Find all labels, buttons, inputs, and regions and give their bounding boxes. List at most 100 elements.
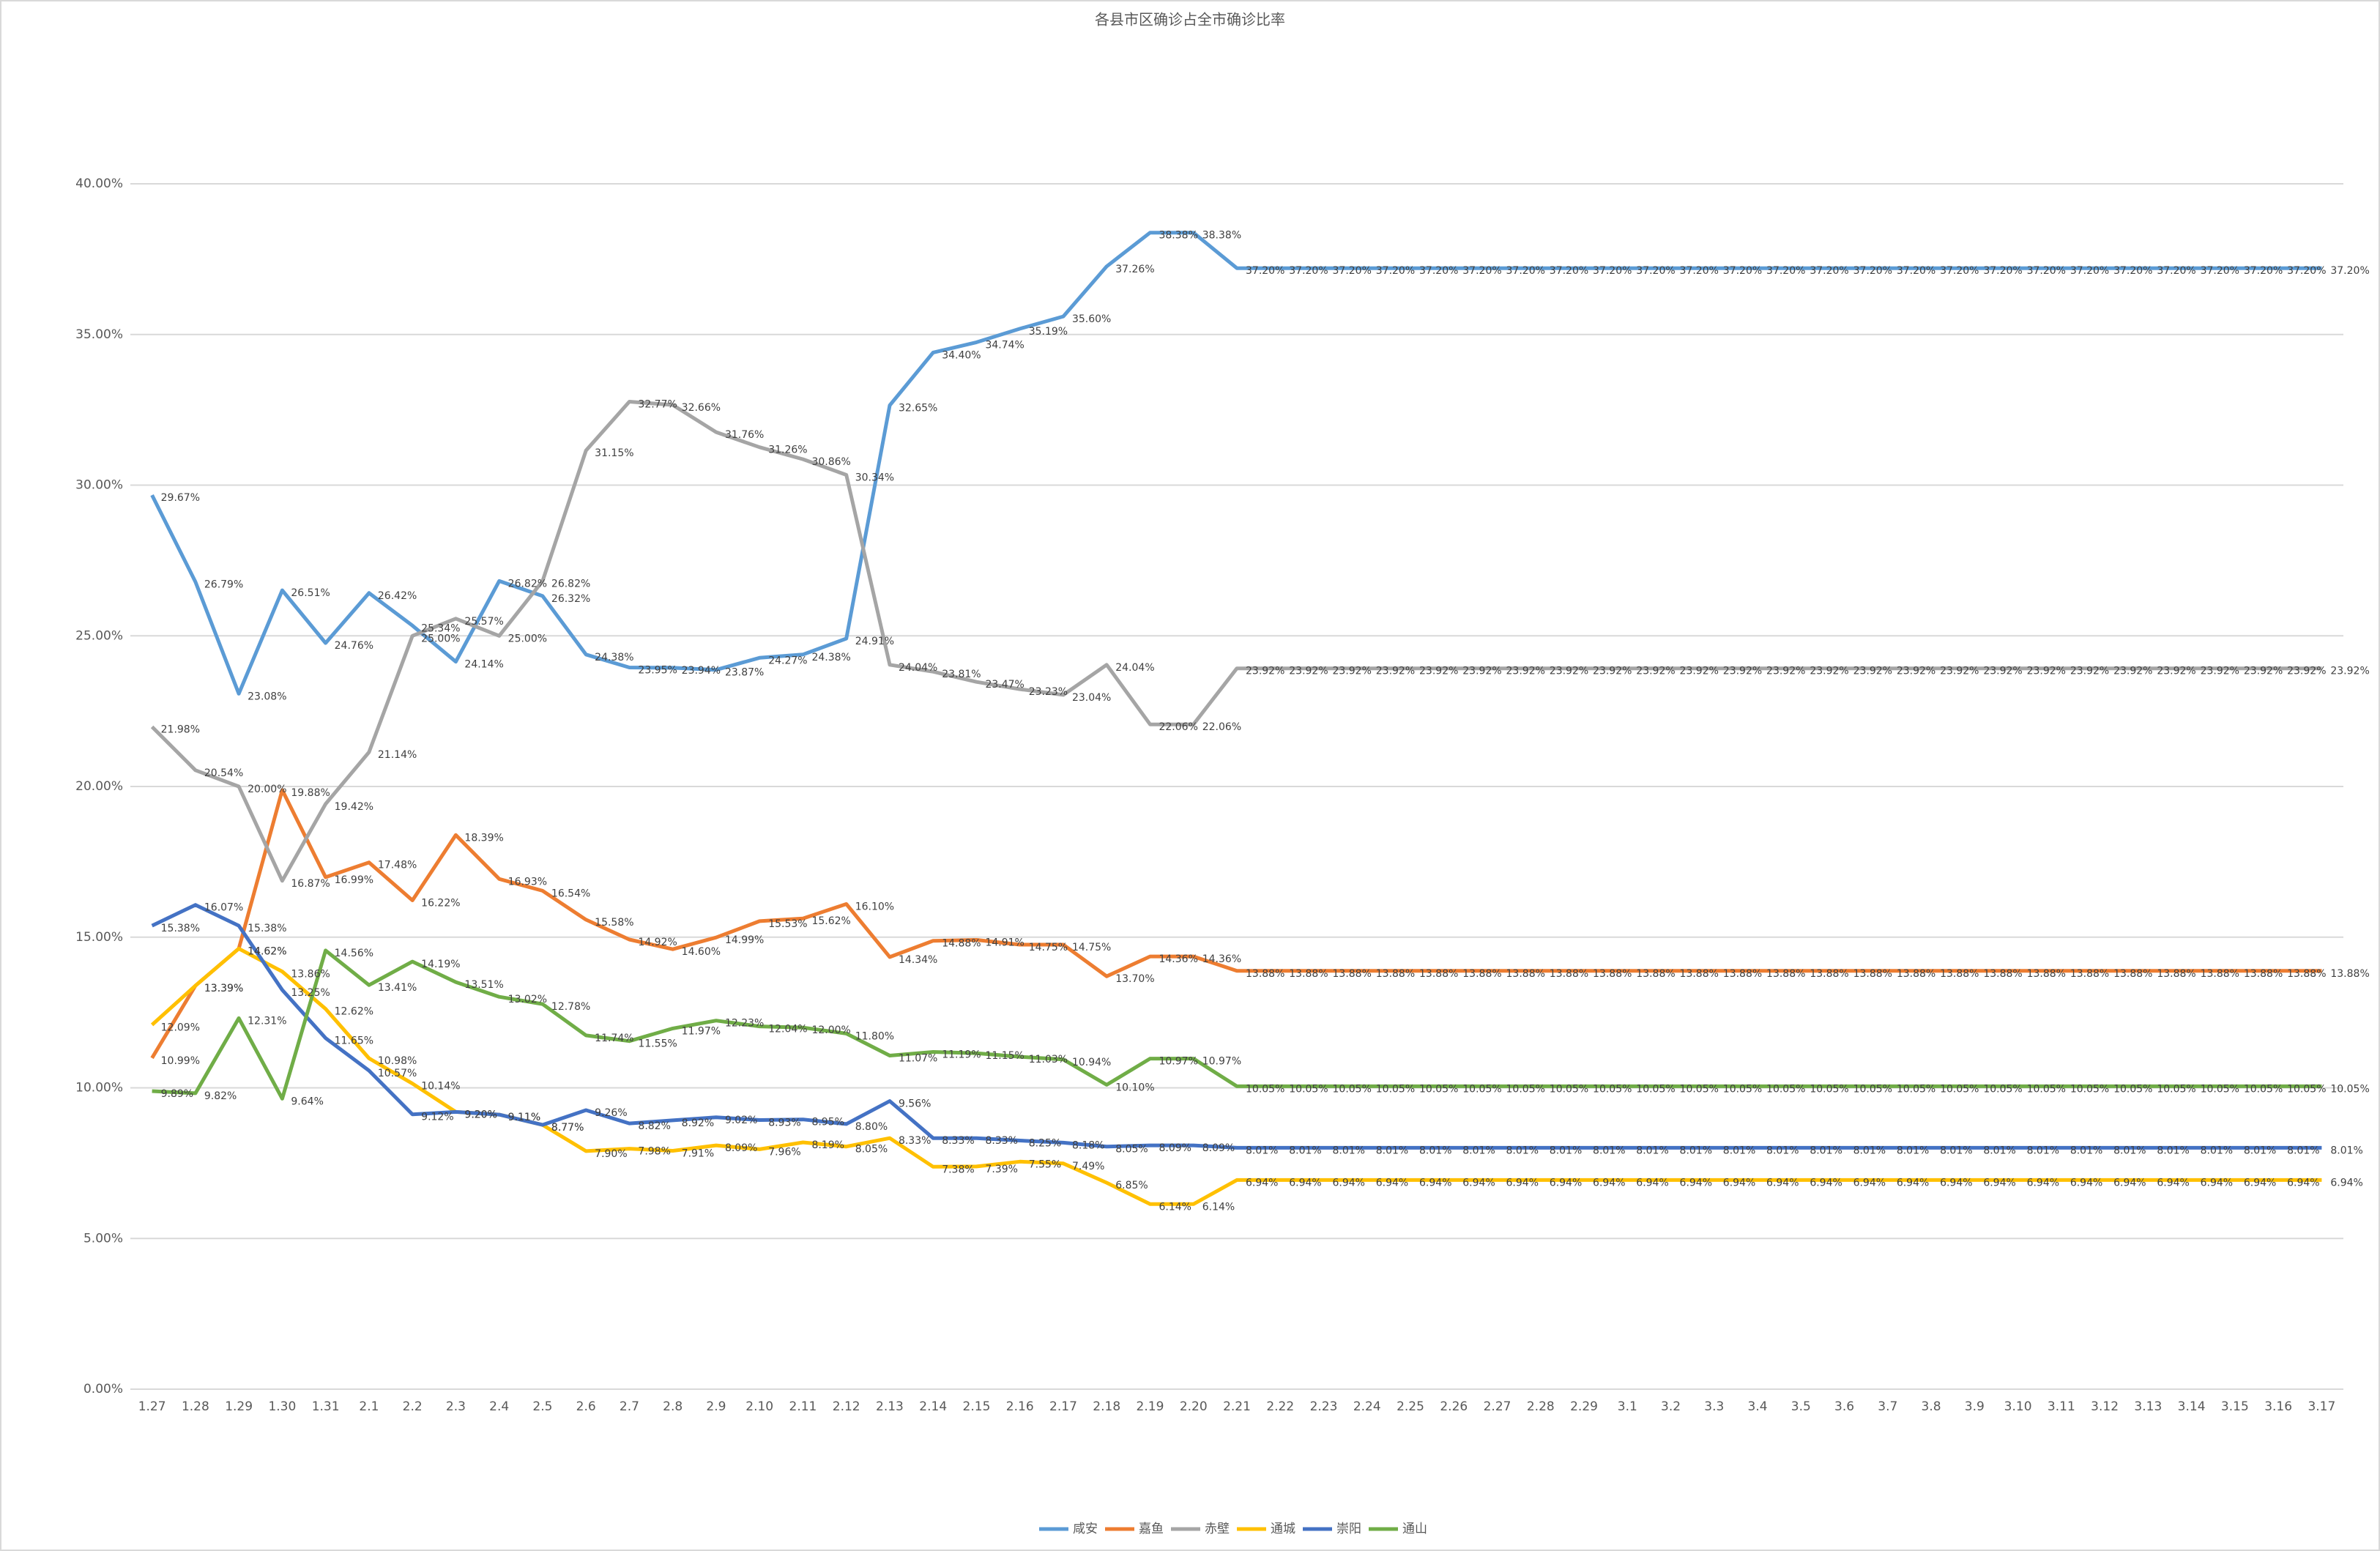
data-label: 23.92% — [1246, 666, 1284, 677]
data-label: 8.01% — [2027, 1145, 2059, 1156]
x-tick-label: 3.13 — [2134, 1399, 2162, 1414]
data-label: 10.14% — [421, 1081, 460, 1093]
data-label: 6.94% — [2113, 1177, 2146, 1189]
x-tick-label: 3.8 — [1922, 1399, 1941, 1414]
data-label: 9.20% — [464, 1109, 497, 1120]
data-label: 24.04% — [1115, 662, 1154, 674]
data-label: 8.01% — [1810, 1145, 1842, 1156]
x-tick-label: 2.22 — [1266, 1399, 1294, 1414]
data-label: 14.36% — [1159, 953, 1197, 965]
x-tick-label: 3.11 — [2048, 1399, 2075, 1414]
x-tick-label: 2.29 — [1570, 1399, 1598, 1414]
x-tick-label: 2.14 — [919, 1399, 947, 1414]
data-label: 37.20% — [1983, 265, 2022, 277]
data-label: 8.01% — [1680, 1145, 1712, 1156]
x-tick-label: 1.27 — [138, 1399, 166, 1414]
data-label: 6.94% — [1940, 1177, 1972, 1189]
data-label: 12.78% — [551, 1001, 590, 1013]
data-label: 34.74% — [985, 339, 1024, 351]
data-label: 6.94% — [2330, 1177, 2362, 1189]
data-label: 8.01% — [2157, 1145, 2189, 1156]
data-label: 23.92% — [1680, 666, 1719, 677]
x-tick-label: 3.7 — [1878, 1399, 1897, 1414]
data-label: 22.06% — [1159, 721, 1197, 733]
data-label: 13.88% — [1246, 968, 1284, 980]
data-label: 10.05% — [1636, 1083, 1675, 1095]
data-label: 37.20% — [1289, 265, 1328, 277]
x-tick-label: 2.24 — [1353, 1399, 1381, 1414]
data-label: 10.05% — [1593, 1083, 1632, 1095]
data-label: 6.94% — [1593, 1177, 1625, 1189]
data-label: 31.15% — [595, 447, 633, 459]
data-label: 13.88% — [2157, 968, 2195, 980]
data-label: 13.88% — [1853, 968, 1892, 980]
data-label: 8.33% — [899, 1135, 931, 1147]
data-label: 22.06% — [1202, 721, 1241, 733]
data-label: 14.75% — [1029, 942, 1068, 953]
data-label: 13.88% — [2113, 968, 2152, 980]
data-label: 8.05% — [1115, 1144, 1148, 1156]
data-label: 8.25% — [1029, 1138, 1061, 1150]
data-label: 11.07% — [899, 1052, 937, 1064]
data-label: 19.42% — [335, 801, 373, 813]
data-label: 26.42% — [378, 590, 417, 602]
y-tick-label: 20.00% — [75, 779, 123, 794]
series-line — [152, 948, 2322, 1101]
x-tick-label: 2.25 — [1397, 1399, 1424, 1414]
data-label: 8.01% — [2113, 1145, 2146, 1156]
series-line — [150, 400, 2322, 883]
data-label: 14.36% — [1202, 953, 1241, 965]
data-label: 23.92% — [1897, 666, 1935, 677]
data-label: 13.88% — [1289, 968, 1328, 980]
data-label: 10.05% — [1333, 1083, 1372, 1095]
data-label: 37.20% — [2244, 265, 2283, 277]
data-label: 10.05% — [1376, 1083, 1415, 1095]
data-label: 14.62% — [248, 945, 286, 957]
data-label: 8.82% — [638, 1120, 670, 1132]
x-tick-label: 1.28 — [182, 1399, 209, 1414]
data-label: 23.23% — [1029, 686, 1068, 698]
data-label: 10.05% — [2244, 1083, 2283, 1095]
x-tick-label: 3.12 — [2091, 1399, 2119, 1414]
data-label: 11.03% — [1029, 1054, 1068, 1065]
data-label: 10.98% — [378, 1055, 417, 1067]
data-label: 23.92% — [1810, 666, 1848, 677]
data-label: 37.20% — [1419, 265, 1458, 277]
data-label: 10.05% — [1940, 1083, 1979, 1095]
data-label: 14.88% — [942, 938, 981, 950]
x-tick-label: 2.27 — [1484, 1399, 1511, 1414]
data-label: 10.05% — [1766, 1083, 1805, 1095]
data-label: 13.25% — [291, 987, 330, 999]
data-label: 6.94% — [1853, 1177, 1886, 1189]
data-label: 6.94% — [1246, 1177, 1278, 1189]
data-label: 14.92% — [638, 937, 677, 948]
data-label: 9.11% — [508, 1112, 540, 1123]
data-label: 14.34% — [899, 954, 937, 966]
data-label: 8.01% — [2070, 1145, 2102, 1156]
x-tick-label: 2.26 — [1440, 1399, 1468, 1414]
data-label: 8.01% — [1419, 1145, 1451, 1156]
data-label: 9.64% — [291, 1096, 323, 1107]
data-label: 26.82% — [508, 578, 547, 589]
data-label: 8.01% — [1462, 1145, 1495, 1156]
data-label: 13.88% — [1810, 968, 1848, 980]
data-label: 6.94% — [1810, 1177, 1842, 1189]
data-label: 6.94% — [1376, 1177, 1408, 1189]
data-label: 32.65% — [899, 402, 937, 414]
data-label: 6.94% — [2027, 1177, 2059, 1189]
data-label: 35.60% — [1072, 313, 1111, 325]
data-label: 13.88% — [1419, 968, 1458, 980]
data-label: 12.62% — [335, 1006, 373, 1018]
data-label: 13.02% — [508, 994, 547, 1005]
data-label: 10.05% — [1897, 1083, 1935, 1095]
data-label: 11.80% — [855, 1030, 894, 1042]
data-label: 6.94% — [2287, 1177, 2319, 1189]
data-label: 23.92% — [1289, 666, 1328, 677]
data-label: 8.01% — [1940, 1145, 1972, 1156]
x-tick-label: 2.23 — [1310, 1399, 1338, 1414]
x-tick-label: 2.5 — [532, 1399, 552, 1414]
data-label: 37.20% — [1593, 265, 1632, 277]
data-label: 24.38% — [811, 652, 850, 663]
data-label: 23.92% — [1636, 666, 1675, 677]
data-label: 6.85% — [1115, 1180, 1148, 1191]
